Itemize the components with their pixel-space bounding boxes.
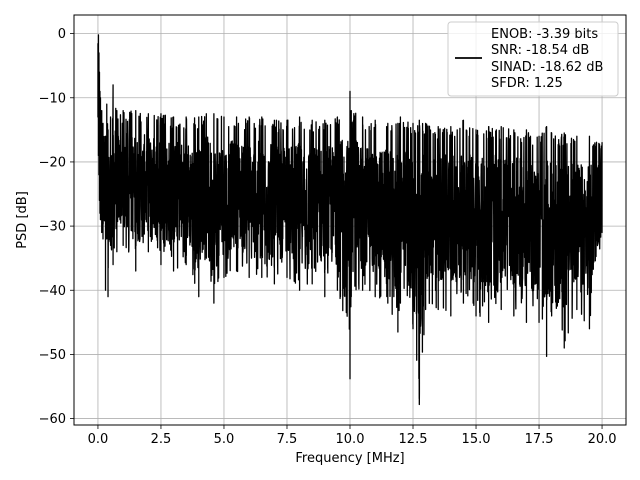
y-tick-label: −10 <box>39 91 66 106</box>
legend: ENOB: -3.39 bits SNR: -18.54 dB SINAD: -… <box>447 21 619 97</box>
x-axis-label: Frequency [MHz] <box>295 451 404 466</box>
axis-ticks: 0.0 2.5 5.0 7.5 10.0 12.5 15.0 17.5 20.0 0 −10 −20 −… <box>39 27 617 447</box>
legend-line-1: ENOB: -3.39 bits <box>491 27 598 42</box>
x-tick-label: 15.0 <box>462 432 491 447</box>
legend-line-4: SFDR: 1.25 <box>491 76 563 91</box>
y-tick-label: −30 <box>39 220 66 235</box>
y-tick-label: 0 <box>58 27 66 42</box>
x-tick-label: 10.0 <box>336 432 365 447</box>
x-tick-label: 0.0 <box>88 432 109 447</box>
y-tick-label: −60 <box>39 412 66 427</box>
legend-box <box>447 21 619 97</box>
x-tick-label: 5.0 <box>214 432 235 447</box>
legend-line-2: SNR: -18.54 dB <box>491 43 589 58</box>
y-axis-label: PSD [dB] <box>15 191 30 249</box>
x-tick-label: 20.0 <box>588 432 617 447</box>
x-tick-label: 2.5 <box>151 432 172 447</box>
y-tick-label: −20 <box>39 155 66 170</box>
y-tick-label: −40 <box>39 284 66 299</box>
x-tick-label: 7.5 <box>277 432 298 447</box>
psd-series-path <box>97 34 603 406</box>
x-tick-label: 17.5 <box>525 432 554 447</box>
legend-line-3: SINAD: -18.62 dB <box>491 60 603 75</box>
y-tick-label: −50 <box>39 348 66 363</box>
series-line <box>97 34 603 406</box>
x-tick-label: 12.5 <box>399 432 428 447</box>
